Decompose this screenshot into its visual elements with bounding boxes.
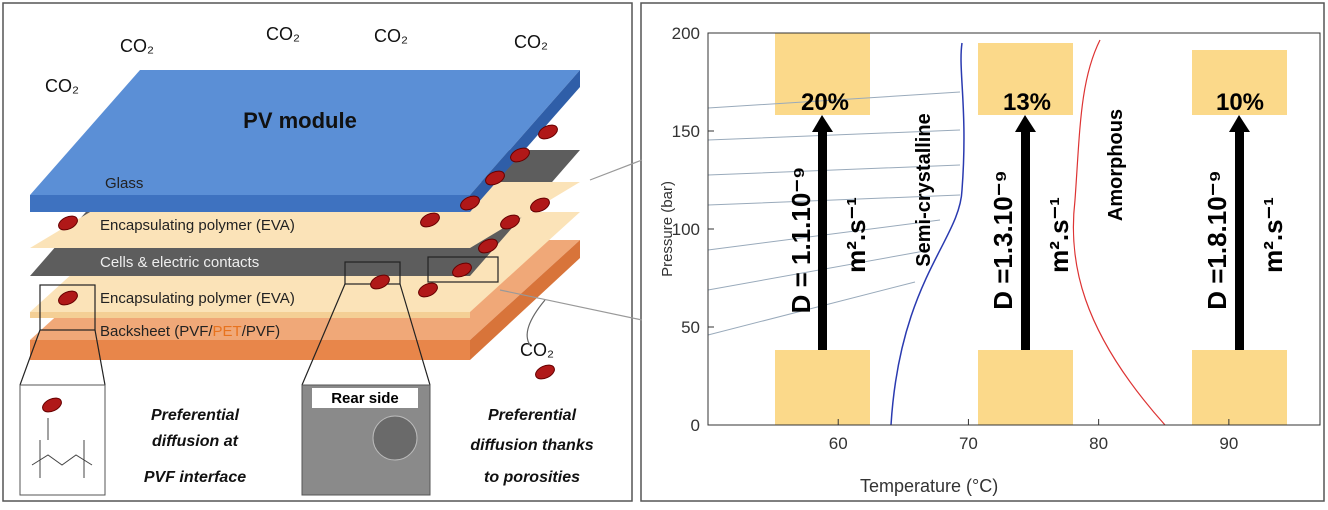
molecule — [370, 274, 390, 290]
text-line: PVF interface — [144, 469, 246, 486]
backsheet-part: PET — [213, 323, 242, 340]
co2: CO₂ — [514, 32, 548, 52]
molecule — [485, 170, 505, 186]
y-tick-label: 0 — [691, 416, 700, 435]
x-tick-label: 60 — [829, 434, 848, 453]
percentage: 10% — [1216, 89, 1264, 116]
sem-title-bg — [312, 388, 418, 408]
molecule — [452, 262, 472, 278]
backsheet-part: Backsheet (PVF/ — [100, 323, 213, 340]
co2: CO₂ — [45, 76, 79, 96]
polymer-sketch — [31, 418, 93, 478]
text-line: diffusion at — [152, 433, 239, 450]
y-tick-label: 150 — [672, 122, 700, 141]
layer-label: Backsheet (PVF/PET/PVF) — [100, 323, 280, 340]
arrows — [812, 115, 1250, 350]
inset-left-text: Preferential diffusion at PVF interface — [144, 407, 246, 486]
co2: CO₂ — [520, 340, 554, 360]
layer-label: Glass — [105, 175, 143, 192]
sem-pore — [372, 415, 418, 461]
x-axis-label: Temperature (°C) — [860, 476, 998, 496]
layer-label: Encapsulating polymer (EVA) — [100, 217, 295, 234]
x-tick-label: 90 — [1219, 434, 1238, 453]
sem-title: Rear side — [331, 390, 399, 407]
molecule — [478, 238, 498, 254]
glass-front — [30, 195, 470, 212]
curve-label: Amorphous — [1105, 109, 1127, 221]
glass-top — [30, 70, 580, 195]
co2: CO₂ — [120, 36, 154, 56]
layer-label: Encapsulating polymer (EVA) — [100, 290, 295, 307]
molecule — [418, 282, 438, 298]
text-line: Preferential — [151, 407, 240, 424]
percentages: 20% 13% 10% — [801, 89, 1264, 116]
layer-label: Cells & electric contacts — [100, 254, 259, 271]
molecule — [510, 147, 530, 163]
y-tick-label: 100 — [672, 220, 700, 239]
co2-labels: CO₂ CO₂ CO₂ CO₂ CO₂ CO₂ — [45, 24, 554, 360]
text-line: to porosities — [484, 469, 580, 486]
co2: CO₂ — [266, 24, 300, 44]
x-tick-label: 80 — [1089, 434, 1108, 453]
y-tick-label: 50 — [681, 318, 700, 337]
backsheet-front — [30, 340, 470, 360]
molecule — [420, 212, 440, 228]
percentage: 13% — [1003, 89, 1051, 116]
percentage: 20% — [801, 89, 849, 116]
molecule — [460, 195, 480, 211]
d-value: D = 1.1.10⁻⁹ — [786, 167, 816, 314]
backsheet-part: /PVF) — [242, 323, 280, 340]
molecule — [538, 124, 558, 140]
molecule — [530, 197, 550, 213]
d-unit: m².s⁻¹ — [1258, 197, 1288, 273]
molecule — [42, 397, 62, 413]
d-unit: m².s⁻¹ — [1044, 197, 1074, 273]
blocks — [707, 33, 1287, 426]
molecule — [58, 290, 78, 306]
y-tick-label: 200 — [672, 24, 700, 43]
inset-structure — [19, 384, 106, 496]
eva-bottom-front — [30, 312, 470, 318]
curve-label: Semi-crystalline — [913, 113, 935, 266]
axes: 60 70 80 90 0 50 100 150 200 — [672, 24, 1239, 453]
text-line: diffusion thanks — [470, 437, 593, 454]
d-unit: m².s⁻¹ — [841, 197, 871, 273]
backsheet-side — [470, 240, 580, 360]
molecule — [58, 215, 78, 231]
diffusion-labels: D = 1.1.10⁻⁹ m².s⁻¹ D =1.3.10⁻⁹ m².s⁻¹ D… — [786, 167, 1288, 314]
curve-labels: Semi-crystalline Amorphous — [913, 109, 1127, 267]
text-line: Preferential — [488, 407, 577, 424]
y-axis-label: Pressure (bar) — [659, 181, 676, 277]
x-tick-label: 70 — [959, 434, 978, 453]
co2: CO₂ — [374, 26, 408, 46]
molecule — [500, 214, 520, 230]
module-title: PV module — [243, 108, 357, 133]
inset-right-text: Preferential diffusion thanks to porosit… — [470, 407, 593, 486]
layers — [30, 70, 580, 360]
d-value: D =1.3.10⁻⁹ — [988, 170, 1018, 310]
molecule — [535, 364, 555, 380]
d-value: D =1.8.10⁻⁹ — [1202, 170, 1232, 310]
